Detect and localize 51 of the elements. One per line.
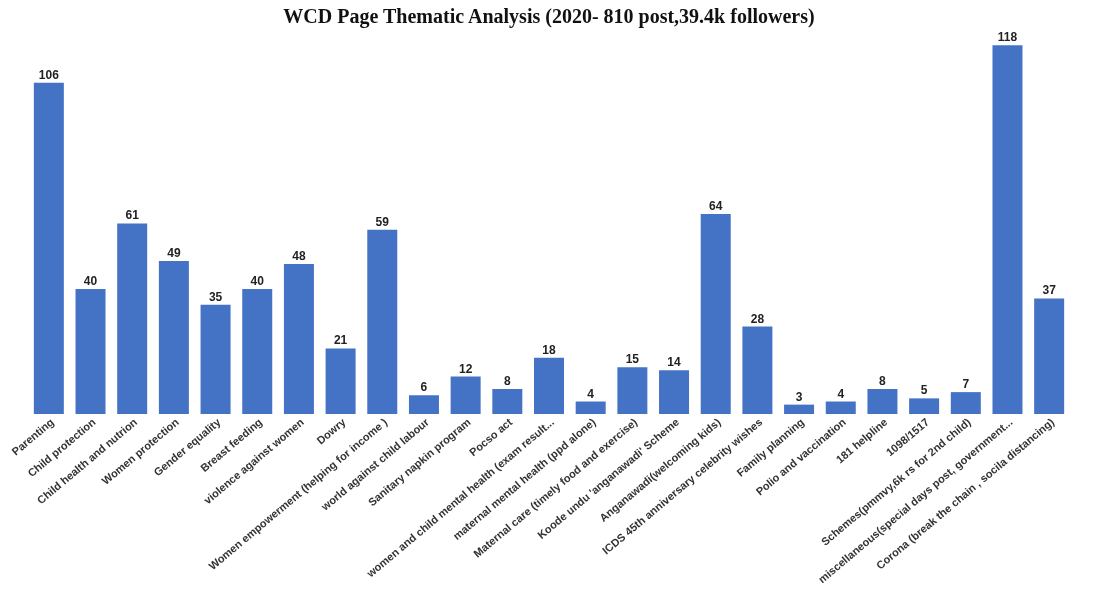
bar <box>33 82 64 414</box>
bar <box>283 264 314 414</box>
data-label: 8 <box>879 374 887 388</box>
data-label: 4 <box>587 386 595 401</box>
bar <box>534 357 564 414</box>
bar <box>325 348 356 414</box>
bar <box>450 376 481 414</box>
bar <box>1034 298 1065 414</box>
data-label: 12 <box>458 361 473 376</box>
bar <box>825 401 856 414</box>
data-label: 5 <box>920 383 928 398</box>
data-label: 7 <box>962 377 970 392</box>
data-label: 21 <box>333 333 348 348</box>
bar <box>492 389 523 414</box>
data-label: 40 <box>250 274 265 288</box>
data-label: 48 <box>292 249 306 263</box>
data-label: 59 <box>375 214 390 229</box>
bar <box>575 401 606 414</box>
bar <box>367 229 398 414</box>
data-label: 28 <box>750 311 765 326</box>
data-label: 35 <box>208 289 223 304</box>
data-label: 15 <box>625 352 640 367</box>
data-label: 4 <box>837 386 845 401</box>
data-label: 106 <box>38 67 60 82</box>
bar <box>992 45 1023 414</box>
bar <box>242 289 273 414</box>
bar <box>117 223 148 414</box>
chart-title: WCD Page Thematic Analysis (2020- 810 post,39.4k followers) <box>283 5 815 29</box>
data-label: 37 <box>1042 283 1057 298</box>
data-label: 61 <box>125 208 140 223</box>
data-label: 118 <box>997 30 1018 45</box>
bar <box>75 289 106 414</box>
data-label: 3 <box>795 389 803 404</box>
bar <box>617 367 648 414</box>
data-label: 64 <box>709 199 723 213</box>
data-label: 8 <box>503 374 511 388</box>
bar <box>950 392 981 414</box>
bar <box>408 395 439 414</box>
data-label: 40 <box>83 274 98 288</box>
data-label: 49 <box>167 245 181 260</box>
data-label: 14 <box>667 355 682 370</box>
bar <box>867 389 898 414</box>
bar <box>700 214 731 414</box>
bar <box>200 304 231 414</box>
bar <box>909 398 940 414</box>
bar <box>659 370 690 414</box>
data-label: 6 <box>420 380 428 395</box>
bar <box>742 326 773 414</box>
bar <box>784 404 815 414</box>
bar <box>158 260 189 414</box>
data-label: 18 <box>542 342 556 357</box>
